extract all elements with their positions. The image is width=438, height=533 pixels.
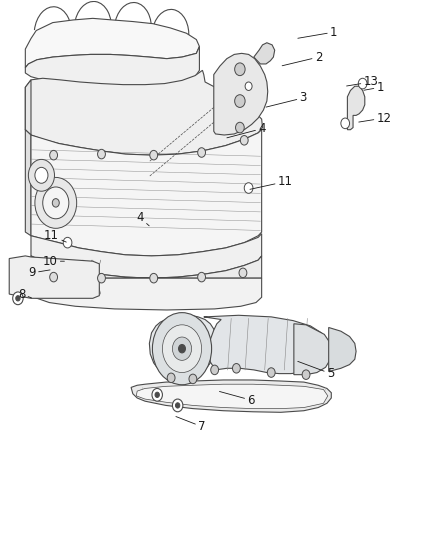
Circle shape <box>358 78 367 89</box>
Polygon shape <box>254 43 275 64</box>
Polygon shape <box>25 256 261 278</box>
Circle shape <box>245 82 252 91</box>
Polygon shape <box>25 80 31 135</box>
Polygon shape <box>204 316 328 374</box>
Circle shape <box>35 167 48 183</box>
Text: 12: 12 <box>359 111 392 125</box>
Polygon shape <box>25 70 262 155</box>
Text: 11: 11 <box>44 229 66 242</box>
Circle shape <box>189 374 197 384</box>
Text: 2: 2 <box>282 51 322 66</box>
Circle shape <box>267 368 275 377</box>
Circle shape <box>152 313 212 385</box>
Circle shape <box>98 149 106 159</box>
Circle shape <box>98 273 106 283</box>
Circle shape <box>35 177 77 228</box>
Circle shape <box>43 187 69 219</box>
Circle shape <box>302 370 310 379</box>
Text: 9: 9 <box>28 266 50 279</box>
Circle shape <box>167 373 175 383</box>
Text: 3: 3 <box>266 91 307 107</box>
Circle shape <box>240 135 248 145</box>
Polygon shape <box>294 324 332 375</box>
Circle shape <box>152 389 162 401</box>
Text: 6: 6 <box>219 391 255 407</box>
Circle shape <box>233 364 240 373</box>
Circle shape <box>236 122 244 133</box>
Polygon shape <box>347 86 365 130</box>
Polygon shape <box>25 18 199 68</box>
Circle shape <box>244 183 253 193</box>
Circle shape <box>198 272 205 282</box>
Circle shape <box>49 150 57 160</box>
Text: 4: 4 <box>227 122 266 138</box>
Circle shape <box>150 150 158 160</box>
Circle shape <box>49 272 57 282</box>
Polygon shape <box>31 233 261 278</box>
Text: 8: 8 <box>18 288 32 301</box>
Circle shape <box>176 403 180 408</box>
Text: 1: 1 <box>364 81 384 94</box>
Circle shape <box>179 344 185 353</box>
Polygon shape <box>31 130 261 256</box>
Circle shape <box>150 273 158 283</box>
Circle shape <box>235 95 245 108</box>
Circle shape <box>162 325 201 373</box>
Circle shape <box>63 237 72 248</box>
Text: 1: 1 <box>298 26 338 38</box>
Circle shape <box>239 268 247 278</box>
Circle shape <box>28 159 54 191</box>
Polygon shape <box>131 380 331 413</box>
Text: 4: 4 <box>136 211 149 226</box>
Circle shape <box>52 199 59 207</box>
Polygon shape <box>149 316 215 379</box>
Circle shape <box>235 63 245 76</box>
Polygon shape <box>9 256 99 298</box>
Polygon shape <box>214 53 268 135</box>
Circle shape <box>173 399 183 412</box>
Circle shape <box>155 392 159 398</box>
Polygon shape <box>25 130 31 236</box>
Polygon shape <box>25 46 199 86</box>
Polygon shape <box>136 384 328 409</box>
Text: 7: 7 <box>176 416 205 433</box>
Circle shape <box>198 148 205 157</box>
Polygon shape <box>328 327 356 372</box>
Polygon shape <box>34 278 261 310</box>
Text: 13: 13 <box>346 76 378 88</box>
Circle shape <box>173 337 191 360</box>
Circle shape <box>341 118 350 128</box>
Text: 10: 10 <box>43 255 64 268</box>
Text: 5: 5 <box>298 361 334 380</box>
Circle shape <box>211 365 219 375</box>
Circle shape <box>16 296 20 301</box>
Circle shape <box>13 292 23 305</box>
Text: 11: 11 <box>250 175 293 189</box>
